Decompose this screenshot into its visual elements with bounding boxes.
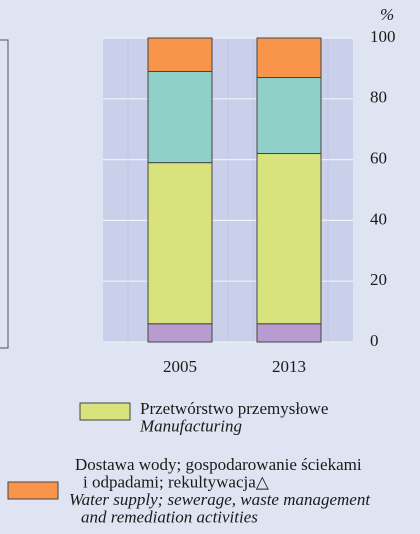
legend-label-en: Water supply; sewerage, waste management bbox=[69, 490, 371, 509]
y-tick-label: 20 bbox=[370, 270, 387, 289]
bar-segment bbox=[256, 77, 322, 155]
legend-label: Dostawa wody; gospodarowanie ściekami bbox=[75, 455, 362, 474]
bar-segment bbox=[147, 37, 213, 72]
legend-swatch bbox=[7, 481, 59, 500]
neighbor-panel-edge bbox=[0, 39, 9, 349]
legend-label-en: and remediation activities bbox=[81, 507, 258, 526]
x-tick-label: 2005 bbox=[163, 357, 197, 376]
x-tick-label: 2013 bbox=[272, 357, 306, 376]
y-tick-label: 40 bbox=[370, 209, 387, 228]
legend-label-en: Manufacturing bbox=[139, 416, 242, 435]
legend-swatch bbox=[79, 402, 131, 421]
y-tick-label: 0 bbox=[370, 331, 379, 350]
bar-segment bbox=[147, 162, 213, 325]
y-tick-label: 60 bbox=[370, 149, 387, 168]
bar-segment bbox=[256, 323, 322, 343]
y-tick-label: 80 bbox=[370, 88, 387, 107]
bar-segment bbox=[256, 153, 322, 325]
bar-segment bbox=[147, 70, 213, 164]
bar-segment bbox=[256, 37, 322, 79]
y-tick-label: 100 bbox=[370, 27, 396, 46]
legend-label: i odpadami; rekultywacja△ bbox=[83, 472, 270, 491]
bar-segment bbox=[147, 323, 213, 343]
legend-label: Przetwórstwo przemysłowe bbox=[140, 399, 328, 418]
y-unit: % bbox=[380, 5, 394, 24]
